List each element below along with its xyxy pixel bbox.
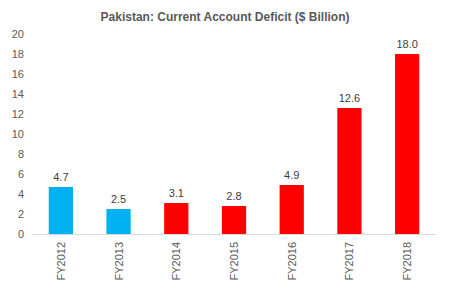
svg-text:2.5: 2.5 <box>111 193 126 205</box>
svg-text:4: 4 <box>18 188 24 200</box>
svg-text:FY2015: FY2015 <box>228 242 240 281</box>
svg-text:FY2012: FY2012 <box>55 242 67 281</box>
svg-text:14: 14 <box>12 88 24 100</box>
svg-text:20: 20 <box>12 28 24 40</box>
svg-text:6: 6 <box>18 168 24 180</box>
svg-text:FY2013: FY2013 <box>113 242 125 281</box>
svg-text:12.6: 12.6 <box>339 92 360 104</box>
svg-text:18: 18 <box>12 48 24 60</box>
svg-text:0: 0 <box>18 228 24 240</box>
svg-text:2.8: 2.8 <box>226 190 241 202</box>
svg-text:FY2018: FY2018 <box>401 242 413 281</box>
svg-text:FY2017: FY2017 <box>343 242 355 281</box>
svg-text:2: 2 <box>18 208 24 220</box>
svg-text:FY2016: FY2016 <box>286 242 298 281</box>
svg-text:FY2014: FY2014 <box>170 242 182 281</box>
svg-text:3.1: 3.1 <box>169 187 184 199</box>
svg-text:12: 12 <box>12 108 24 120</box>
svg-text:10: 10 <box>12 128 24 140</box>
svg-text:4.9: 4.9 <box>284 169 299 181</box>
svg-text:18.0: 18.0 <box>396 38 417 50</box>
svg-text:8: 8 <box>18 148 24 160</box>
svg-text:4.7: 4.7 <box>53 171 68 183</box>
svg-text:16: 16 <box>12 68 24 80</box>
svg-text:Pakistan: Current Account Defi: Pakistan: Current Account Deficit ($ Bil… <box>101 10 350 24</box>
